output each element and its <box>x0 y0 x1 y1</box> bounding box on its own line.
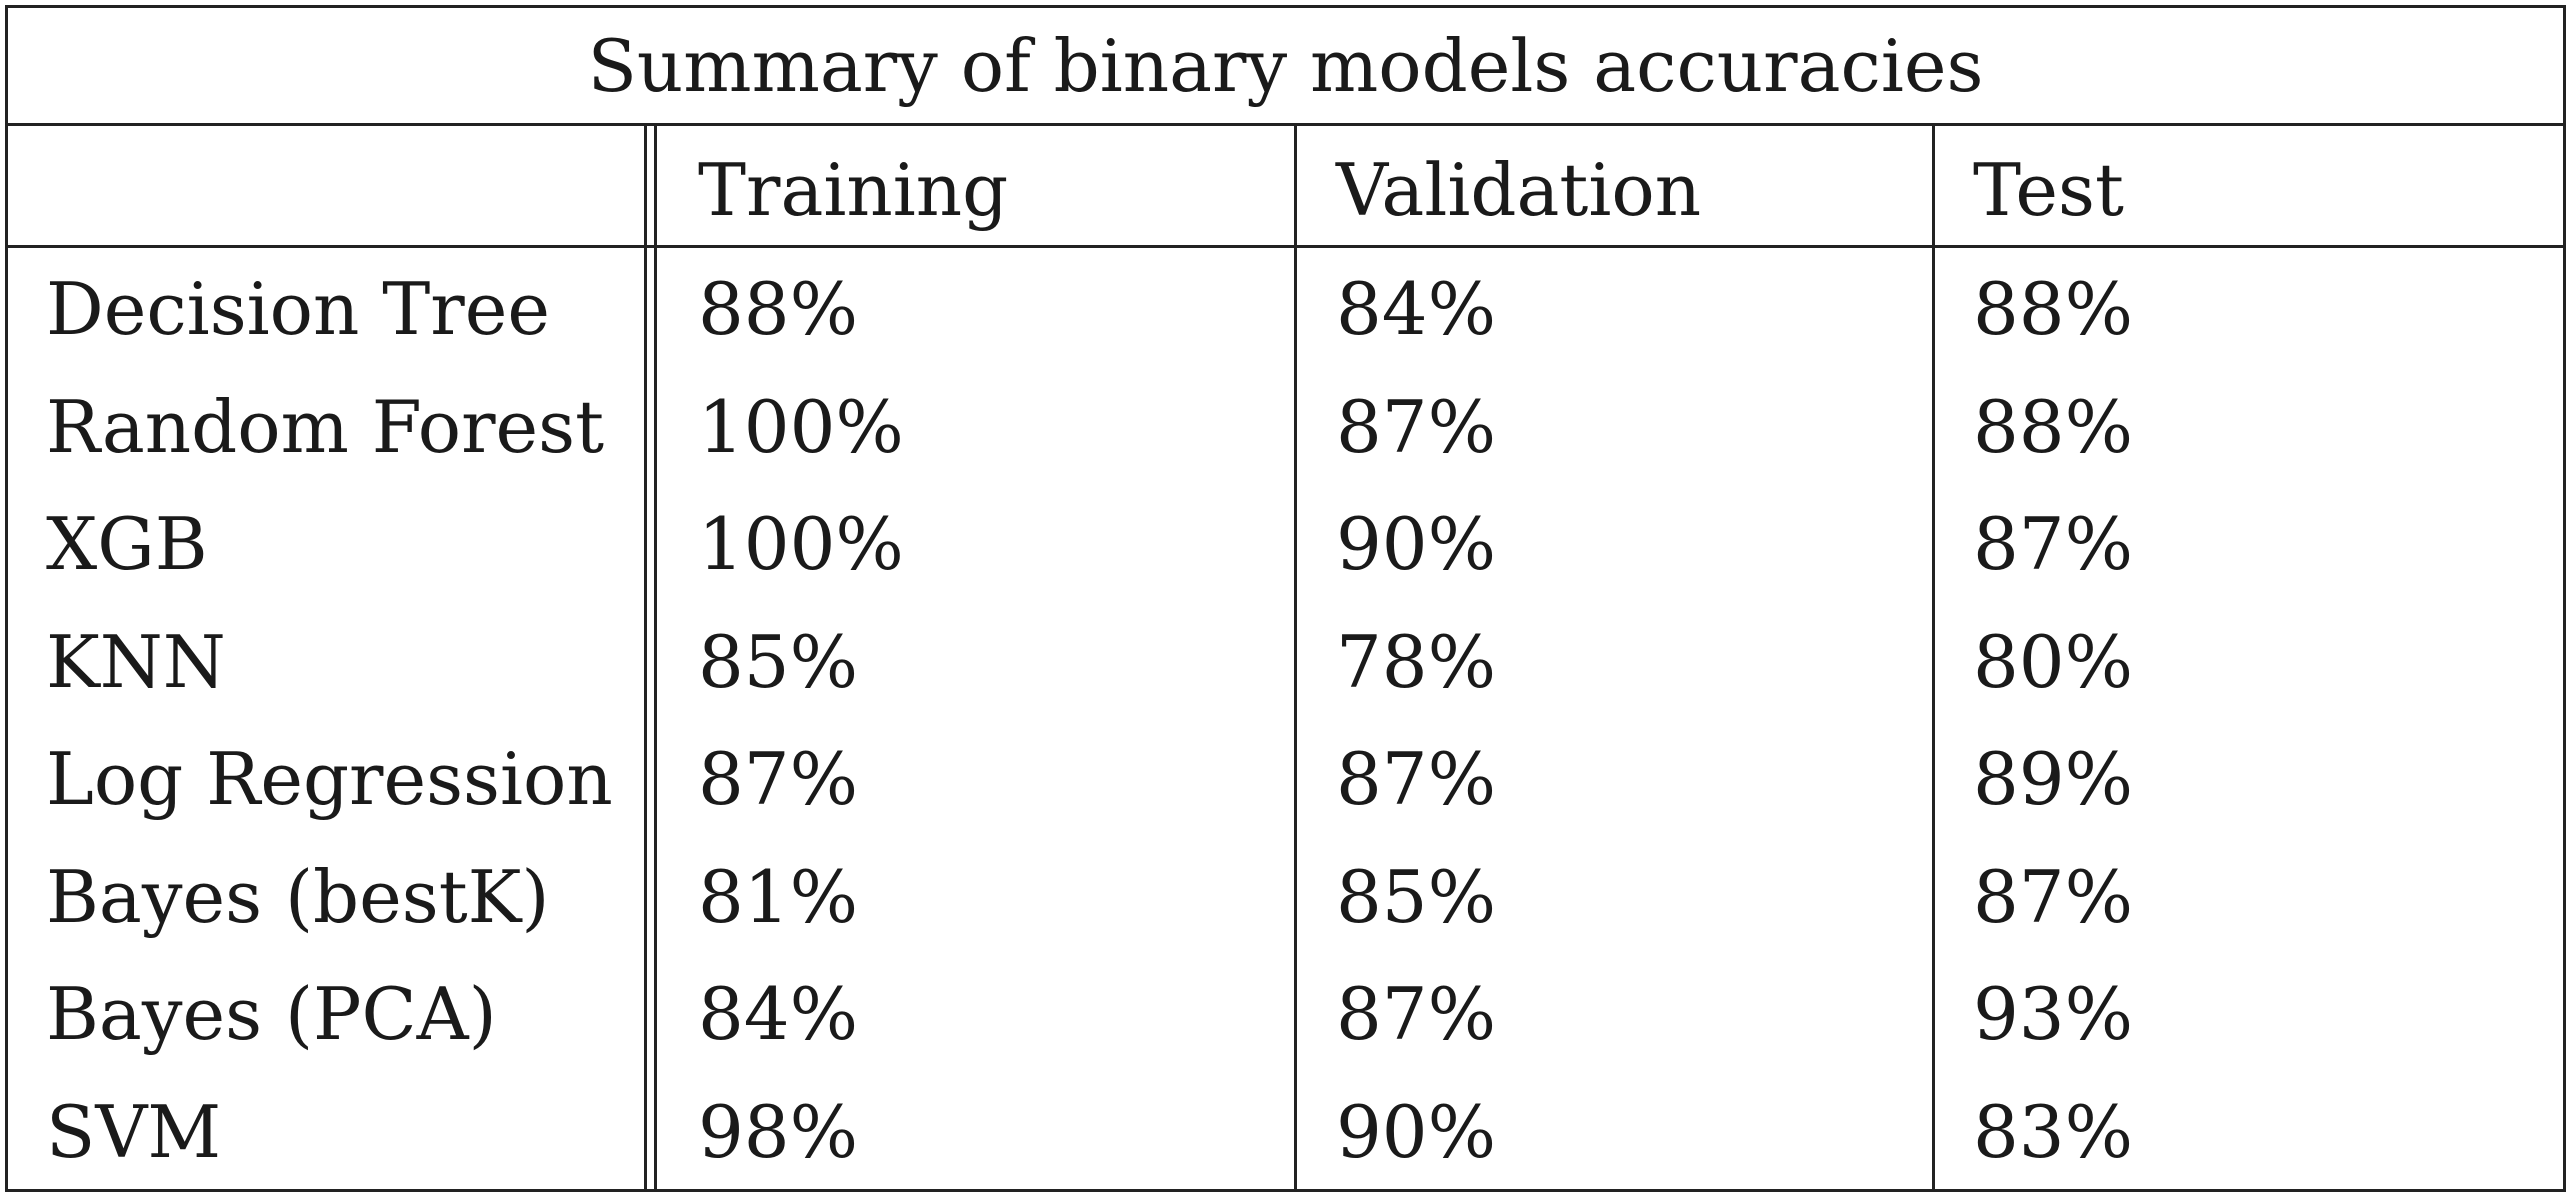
cell-test: 87% <box>1973 502 2134 586</box>
row-model: Decision Tree <box>46 267 550 351</box>
table-header-row: Training Validation Test <box>8 126 2563 248</box>
column-rule-validation <box>1294 126 1297 1192</box>
cell-test: 87% <box>1973 854 2134 939</box>
double-rule-right <box>654 126 657 1192</box>
cell-training: 100% <box>698 384 904 469</box>
cell-test: 89% <box>1973 737 2134 821</box>
row-model: Random Forest <box>46 384 605 469</box>
row-model: Log Regression <box>46 737 613 821</box>
header-training: Training <box>698 148 1009 232</box>
cell-validation: 85% <box>1336 854 1497 939</box>
cell-test: 88% <box>1973 384 2134 469</box>
double-rule-left <box>644 126 647 1192</box>
row-model: SVM <box>46 1089 222 1174</box>
cell-training: 98% <box>698 1089 859 1174</box>
accuracy-table: Summary of binary models accuracies Trai… <box>5 5 2566 1192</box>
cell-validation: 84% <box>1336 267 1497 351</box>
cell-training: 84% <box>698 972 859 1056</box>
cell-test: 83% <box>1973 1089 2134 1174</box>
cell-test: 93% <box>1973 972 2134 1056</box>
header-test: Test <box>1973 148 2124 232</box>
cell-training: 85% <box>698 619 859 704</box>
header-validation: Validation <box>1336 148 1702 232</box>
cell-training: 88% <box>698 267 859 351</box>
row-model: Bayes (PCA) <box>46 972 497 1056</box>
row-model: KNN <box>46 619 226 704</box>
cell-training: 100% <box>698 502 904 586</box>
cell-test: 80% <box>1973 619 2134 704</box>
row-model: Bayes (bestK) <box>46 854 550 939</box>
row-model: XGB <box>46 502 208 586</box>
table-title: Summary of binary models accuracies <box>8 8 2563 126</box>
cell-validation: 87% <box>1336 972 1497 1056</box>
column-rule-test <box>1932 126 1935 1192</box>
cell-validation: 90% <box>1336 1089 1497 1174</box>
cell-validation: 87% <box>1336 737 1497 821</box>
cell-training: 81% <box>698 854 859 939</box>
cell-validation: 78% <box>1336 619 1497 704</box>
cell-validation: 87% <box>1336 384 1497 469</box>
cell-training: 87% <box>698 737 859 821</box>
cell-validation: 90% <box>1336 502 1497 586</box>
cell-test: 88% <box>1973 267 2134 351</box>
